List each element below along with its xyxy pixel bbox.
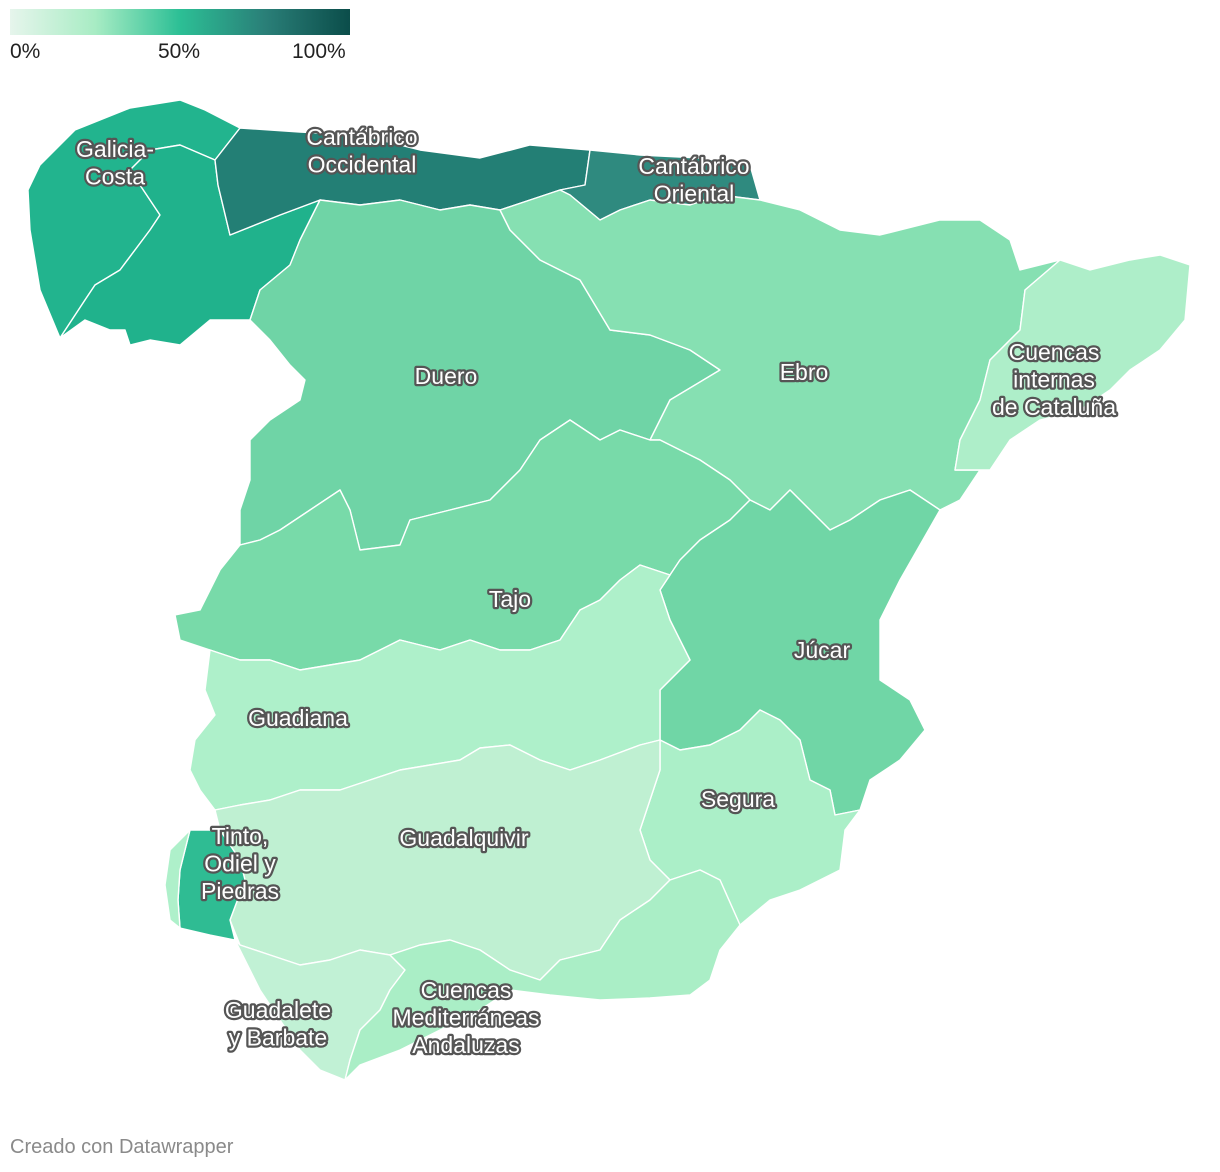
- label-line: de Cataluña: [992, 394, 1116, 420]
- label-line: Odiel y: [204, 851, 276, 877]
- label-line: Oriental: [654, 181, 735, 207]
- label-ebro: Ebro: [780, 359, 829, 385]
- label-line: Segura: [701, 786, 775, 812]
- label-line: Costa: [85, 164, 145, 190]
- label-line: Cantábrico: [306, 124, 417, 150]
- label-guadalete-barbate: Guadalete y Barbate: [225, 997, 331, 1051]
- label-cantabrico-occidental: Cantábrico Occidental: [306, 124, 417, 178]
- label-segura: Segura: [701, 786, 775, 812]
- legend-tick-50: 50%: [158, 40, 201, 63]
- label-cuencas-internas-cataluna: Cuencas internas de Cataluña: [992, 339, 1116, 420]
- label-line: Guadalete: [225, 997, 331, 1023]
- label-jucar: Júcar: [794, 637, 851, 663]
- label-guadalquivir: Guadalquivir: [399, 825, 528, 851]
- label-galicia-costa: Galicia-Costa: [76, 136, 154, 190]
- label-line: Ebro: [780, 359, 829, 385]
- label-line: Guadalquivir: [399, 825, 528, 851]
- legend-gradient-bar: [10, 9, 350, 35]
- label-line: internas: [1013, 367, 1095, 393]
- legend-tick-100: 100%: [292, 40, 346, 63]
- label-line: Andaluzas: [412, 1032, 519, 1058]
- label-line: Mediterráneas: [392, 1005, 539, 1031]
- region-guadiana-lower[interactable]: [164, 829, 191, 929]
- region-cuencas-internas-cataluna[interactable]: [954, 254, 1191, 471]
- legend-tick-0: 0%: [10, 40, 41, 63]
- label-cantabrico-oriental: Cantábrico Oriental: [638, 153, 749, 207]
- label-line: Occidental: [308, 152, 417, 178]
- label-line: Piedras: [201, 878, 279, 904]
- label-line: Cantábrico: [638, 153, 749, 179]
- label-duero: Duero: [415, 363, 478, 389]
- label-tajo: Tajo: [489, 586, 531, 612]
- color-legend: 0% 50% 100%: [10, 9, 350, 69]
- label-guadiana: Guadiana: [248, 705, 348, 731]
- labels-layer: Galicia-Costa Cantábrico Occidental Cantá…: [74, 122, 1119, 1061]
- label-line: Galicia-: [76, 136, 154, 162]
- label-line: y Barbate: [229, 1025, 327, 1051]
- credit-text: Creado con Datawrapper: [10, 1136, 234, 1158]
- label-line: Júcar: [794, 637, 851, 663]
- label-line: Duero: [415, 363, 478, 389]
- region-cuencas-mediterraneas-andaluzas[interactable]: [344, 869, 741, 1081]
- label-line: Cuencas: [1009, 339, 1100, 365]
- label-cuencas-mediterraneas-andaluzas: Cuencas Mediterráneas Andaluzas: [392, 977, 539, 1058]
- label-tinto-odiel-piedras: Tinto, Odiel y Piedras: [201, 823, 279, 904]
- label-line: Guadiana: [248, 705, 348, 731]
- label-line: Tinto,: [212, 823, 269, 849]
- regions-layer: [27, 99, 1191, 1081]
- label-line: Cuencas: [421, 977, 512, 1003]
- label-line: Tajo: [489, 586, 531, 612]
